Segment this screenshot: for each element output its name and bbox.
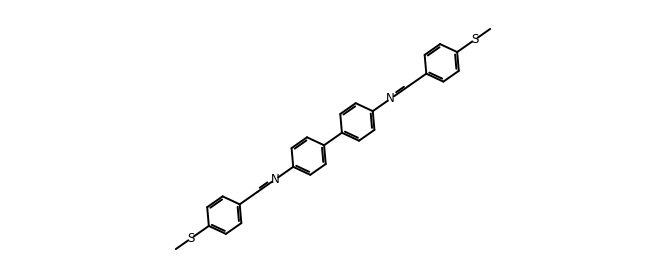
Text: N: N bbox=[271, 173, 280, 186]
Text: S: S bbox=[187, 232, 194, 245]
Text: N: N bbox=[386, 92, 395, 105]
Text: S: S bbox=[472, 33, 479, 46]
